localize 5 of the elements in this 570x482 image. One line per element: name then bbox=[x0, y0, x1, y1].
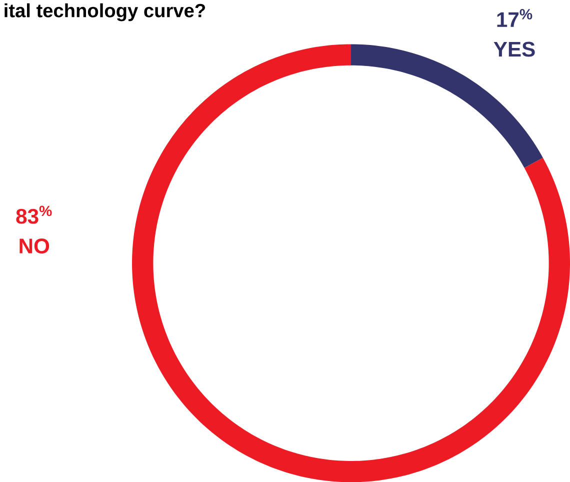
slice-label: NO bbox=[20, 238, 50, 254]
data-label: 17$^{%}$ bbox=[497, 8, 532, 27]
data-label: 83$^{%}$ bbox=[16, 206, 52, 224]
chart-title: ital technology curve? bbox=[4, 3, 205, 22]
slice-label: YES bbox=[494, 42, 535, 57]
